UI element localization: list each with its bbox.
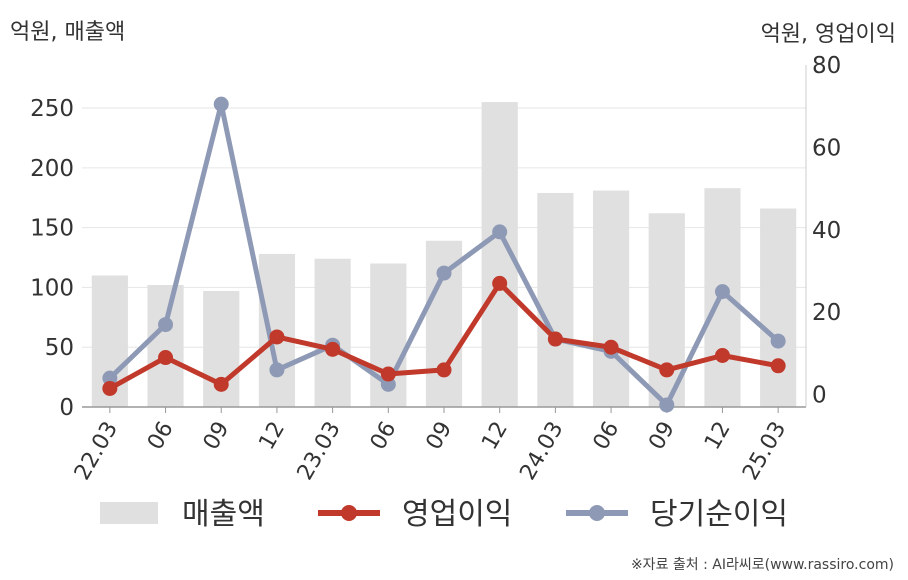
- x-tick-label: 06: [589, 418, 625, 455]
- operating-income-point: [714, 347, 730, 363]
- operating-income-point: [213, 376, 229, 392]
- operating-income-point: [269, 329, 285, 345]
- left-tick-label: 200: [30, 156, 74, 182]
- left-tick-label: 0: [59, 395, 74, 421]
- left-tick-label: 250: [30, 96, 74, 122]
- bar-revenue: [537, 192, 574, 407]
- right-tick-label: 0: [812, 383, 827, 409]
- bar-revenue: [760, 208, 797, 407]
- operating-income-point: [603, 339, 619, 355]
- legend-swatch-revenue: [100, 502, 158, 524]
- net-income-point: [102, 370, 118, 386]
- operating-income-point: [547, 331, 563, 347]
- net-income-point: [158, 317, 174, 333]
- x-tick-label: 23.03: [293, 418, 346, 485]
- x-tick-label: 25.03: [738, 418, 791, 485]
- left-axis-unit: 억원, 매출액: [10, 20, 126, 45]
- legend-marker-net-income: [589, 505, 605, 521]
- legend-marker-operating-income: [341, 505, 357, 521]
- x-tick-label: 09: [199, 418, 235, 455]
- legend-label-revenue: 매출액: [182, 497, 265, 532]
- x-tick-label: 12: [254, 418, 290, 455]
- net-income-point: [269, 362, 285, 378]
- net-income-point: [380, 376, 396, 392]
- operating-income-point: [436, 362, 452, 378]
- source-note: ※자료 출처 : AI라씨로(www.rassiro.com): [630, 557, 894, 573]
- right-tick-label: 60: [812, 135, 841, 161]
- operating-income-point: [770, 358, 786, 374]
- x-tick-label: 06: [143, 418, 179, 455]
- bar-revenue: [147, 285, 184, 407]
- left-tick-label: 50: [45, 335, 74, 361]
- right-tick-label: 40: [812, 218, 841, 244]
- x-tick-label: 22.03: [70, 418, 123, 485]
- operating-income-point: [659, 362, 675, 378]
- operating-income-point: [325, 341, 341, 357]
- net-income-point: [714, 284, 730, 300]
- net-income-point: [659, 397, 675, 413]
- net-income-point: [492, 224, 508, 240]
- operating-income-point: [102, 380, 118, 396]
- x-tick-label: 24.03: [515, 418, 568, 485]
- x-tick-label: 12: [700, 418, 736, 455]
- left-tick-label: 100: [30, 275, 74, 301]
- x-tick-label: 12: [477, 418, 513, 455]
- x-tick-label: 06: [366, 418, 402, 455]
- left-tick-label: 150: [30, 216, 74, 242]
- x-tick-label: 09: [422, 418, 458, 455]
- x-tick-label: 09: [644, 418, 680, 455]
- net-income-point: [770, 333, 786, 349]
- operating-income-point: [492, 275, 508, 291]
- right-axis-unit: 억원, 영업이익: [760, 22, 896, 47]
- legend-label-operating-income: 영업이익: [402, 497, 512, 532]
- right-tick-label: 20: [812, 300, 841, 326]
- operating-income-point: [158, 350, 174, 366]
- right-tick-label: 80: [812, 53, 841, 79]
- bar-revenue: [592, 190, 630, 407]
- legend-label-net-income: 당기순이익: [650, 497, 788, 532]
- net-income-point: [213, 96, 229, 112]
- operating-income-point: [380, 366, 396, 382]
- net-income-point: [436, 265, 452, 281]
- bar-revenue: [314, 258, 351, 407]
